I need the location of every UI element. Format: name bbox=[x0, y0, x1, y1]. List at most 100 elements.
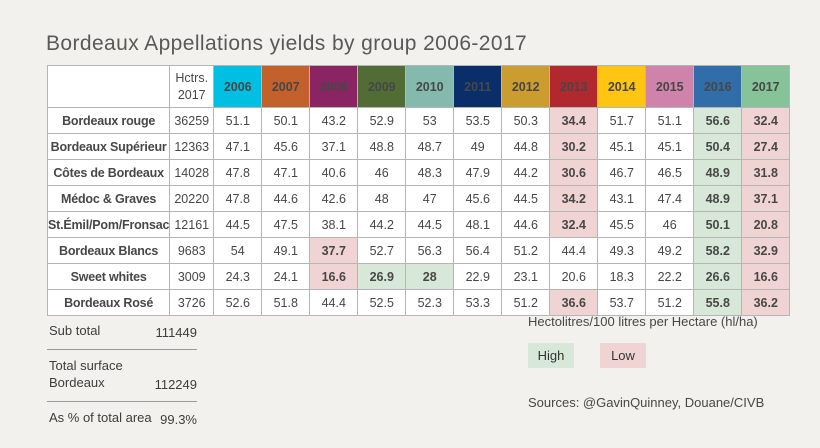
hectares-header: Hctrs. 2017 bbox=[169, 65, 215, 108]
yield-cell: 32.9 bbox=[741, 237, 791, 264]
yield-cell: 46.5 bbox=[645, 159, 695, 186]
yield-cell: 48.1 bbox=[453, 211, 503, 238]
sources-label: Sources: @GavinQuinney, Douane/CIVB bbox=[528, 395, 765, 410]
yield-cell: 27.4 bbox=[741, 133, 791, 160]
yield-cell: 52.9 bbox=[357, 107, 407, 134]
row-label: St.Émil/Pom/Fronsac bbox=[46, 211, 171, 238]
yield-cell: 45.1 bbox=[597, 133, 647, 160]
yield-cell: 20.8 bbox=[741, 211, 791, 238]
yield-cell: 51.7 bbox=[597, 107, 647, 134]
yield-cell: 51.8 bbox=[261, 289, 311, 316]
corner-cell bbox=[46, 65, 171, 108]
year-header-2008: 2008 bbox=[309, 65, 359, 108]
yield-cell: 51.1 bbox=[645, 107, 695, 134]
page-title: Bordeaux Appellations yields by group 20… bbox=[46, 32, 528, 55]
yield-cell: 47.4 bbox=[645, 185, 695, 212]
year-header-2006: 2006 bbox=[213, 65, 263, 108]
yield-cell: 24.1 bbox=[261, 263, 311, 290]
yield-cell: 16.6 bbox=[309, 263, 359, 290]
yield-cell: 51.2 bbox=[501, 289, 551, 316]
yield-cell: 49.3 bbox=[597, 237, 647, 264]
yield-cell: 44.2 bbox=[357, 211, 407, 238]
yield-cell: 58.2 bbox=[693, 237, 743, 264]
yield-cell: 52.7 bbox=[357, 237, 407, 264]
yield-cell: 53.7 bbox=[597, 289, 647, 316]
yield-cell: 52.6 bbox=[213, 289, 263, 316]
table-row: Sweet whites 3009 24.3 24.1 16.6 26.9 28 22.9 23… bbox=[46, 263, 791, 290]
yield-cell: 44.6 bbox=[261, 185, 311, 212]
yield-cell: 52.5 bbox=[357, 289, 407, 316]
yield-cell: 56.6 bbox=[693, 107, 743, 134]
yield-cell: 45.1 bbox=[645, 133, 695, 160]
table-row: Médoc & Graves 20220 47.8 44.6 42.6 48 47 45.6 4… bbox=[46, 185, 791, 212]
yield-cell: 46.7 bbox=[597, 159, 647, 186]
legend-low-swatch: Low bbox=[600, 343, 646, 368]
yield-cell: 46 bbox=[357, 159, 407, 186]
year-header-2015: 2015 bbox=[645, 65, 695, 108]
yield-cell: 47 bbox=[405, 185, 455, 212]
yield-cell: 37.7 bbox=[309, 237, 359, 264]
yield-cell: 44.8 bbox=[501, 133, 551, 160]
yield-cell: 45.5 bbox=[597, 211, 647, 238]
yield-cell: 44.4 bbox=[549, 237, 599, 264]
table-row: Bordeaux Blancs 9683 54 49.1 37.7 52.7 56.3 56.… bbox=[46, 237, 791, 264]
yield-cell: 51.2 bbox=[501, 237, 551, 264]
legend-unit-label: Hectolitres/100 litres per Hectare (hl/h… bbox=[528, 314, 758, 329]
yields-table: Hctrs. 2017 2006 2007 2008 2009 2010 2011 2012 2… bbox=[46, 65, 791, 316]
year-header-2016: 2016 bbox=[693, 65, 743, 108]
yield-cell: 47.1 bbox=[261, 159, 311, 186]
yield-cell: 26.6 bbox=[693, 263, 743, 290]
yield-cell: 50.1 bbox=[261, 107, 311, 134]
yield-cell: 16.6 bbox=[741, 263, 791, 290]
yield-cell: 22.2 bbox=[645, 263, 695, 290]
pct-area-label: As % of total area bbox=[49, 409, 152, 425]
hectares-cell: 3726 bbox=[169, 289, 215, 316]
year-header-2017: 2017 bbox=[741, 65, 791, 108]
total-surface-row: Total surface Bordeaux 112249 bbox=[47, 350, 197, 402]
yield-cell: 47.9 bbox=[453, 159, 503, 186]
yield-cell: 53 bbox=[405, 107, 455, 134]
yield-cell: 47.8 bbox=[213, 159, 263, 186]
yield-cell: 46 bbox=[645, 211, 695, 238]
yield-cell: 22.9 bbox=[453, 263, 503, 290]
hectares-cell: 9683 bbox=[169, 237, 215, 264]
row-label: Côtes de Bordeaux bbox=[46, 159, 171, 186]
yield-cell: 47.1 bbox=[213, 133, 263, 160]
year-header-2013: 2013 bbox=[549, 65, 599, 108]
yield-cell: 48.8 bbox=[357, 133, 407, 160]
yield-cell: 32.4 bbox=[549, 211, 599, 238]
yield-cell: 26.9 bbox=[357, 263, 407, 290]
yield-cell: 52.3 bbox=[405, 289, 455, 316]
pct-area-value: 99.3% bbox=[160, 411, 197, 427]
yield-cell: 24.3 bbox=[213, 263, 263, 290]
yield-cell: 30.6 bbox=[549, 159, 599, 186]
legend-swatches: High Low bbox=[528, 343, 764, 368]
row-label: Médoc & Graves bbox=[46, 185, 171, 212]
yield-cell: 47.8 bbox=[213, 185, 263, 212]
yield-cell: 44.5 bbox=[501, 185, 551, 212]
year-header-2012: 2012 bbox=[501, 65, 551, 108]
year-header-2007: 2007 bbox=[261, 65, 311, 108]
total-surface-value: 112249 bbox=[154, 376, 197, 392]
year-header-2014: 2014 bbox=[597, 65, 647, 108]
yield-cell: 50.3 bbox=[501, 107, 551, 134]
row-label: Bordeaux Supérieur bbox=[46, 133, 171, 160]
yield-cell: 45.6 bbox=[453, 185, 503, 212]
subtotal-row: Sub total 111449 bbox=[47, 315, 197, 350]
legend-high-swatch: High bbox=[528, 343, 574, 368]
yield-cell: 44.5 bbox=[213, 211, 263, 238]
yield-cell: 37.1 bbox=[309, 133, 359, 160]
subtotal-value: 111449 bbox=[155, 324, 197, 340]
table-row: Côtes de Bordeaux 14028 47.8 47.1 40.6 46 48.3… bbox=[46, 159, 791, 186]
yield-cell: 42.6 bbox=[309, 185, 359, 212]
yield-cell: 53.3 bbox=[453, 289, 503, 316]
yield-cell: 43.2 bbox=[309, 107, 359, 134]
yield-cell: 20.6 bbox=[549, 263, 599, 290]
yield-cell: 54 bbox=[213, 237, 263, 264]
yield-cell: 32.4 bbox=[741, 107, 791, 134]
yield-cell: 45.6 bbox=[261, 133, 311, 160]
yield-cell: 51.1 bbox=[213, 107, 263, 134]
yield-cell: 28 bbox=[405, 263, 455, 290]
yield-cell: 49.1 bbox=[261, 237, 311, 264]
